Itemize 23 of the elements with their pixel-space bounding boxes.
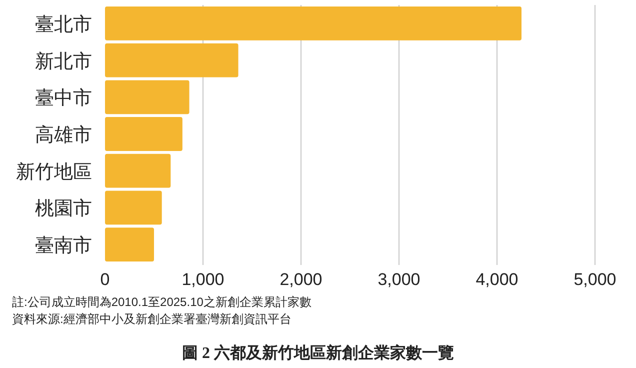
text: 圖 2 六都及新竹地區新創企業家數一覽: [182, 343, 454, 362]
bar: [105, 80, 190, 114]
y-tick-label: 高雄市: [35, 124, 92, 146]
y-tick-label: 桃園市: [35, 198, 92, 220]
x-tick-label: 0: [100, 270, 110, 289]
y-tick-label: 臺南市: [35, 234, 92, 257]
bar: [105, 117, 182, 151]
bar: [105, 190, 162, 225]
y-tick-label: 臺北市: [35, 13, 92, 36]
bar: [105, 228, 154, 262]
x-tick-label: 2,000: [280, 270, 322, 289]
x-tick-label: 4,000: [476, 270, 518, 289]
bar: [105, 154, 171, 188]
bar: [105, 43, 238, 78]
text: 註:公司成立時間為2010.1至2025.10之新創企業累計家數: [12, 295, 312, 309]
y-tick-label: 新北市: [35, 50, 92, 72]
source-note: 資料來源:經濟部中小及新創企業署臺灣新創資訊平台: [12, 312, 292, 326]
x-tick-label: 3,000: [378, 270, 420, 289]
y-tick-label: 臺中市: [35, 87, 92, 110]
y-tick-label: 新竹地區: [16, 160, 92, 183]
x-tick-label: 5,000: [574, 270, 616, 289]
x-tick-label: 1,000: [182, 270, 224, 289]
bar: [105, 6, 522, 40]
